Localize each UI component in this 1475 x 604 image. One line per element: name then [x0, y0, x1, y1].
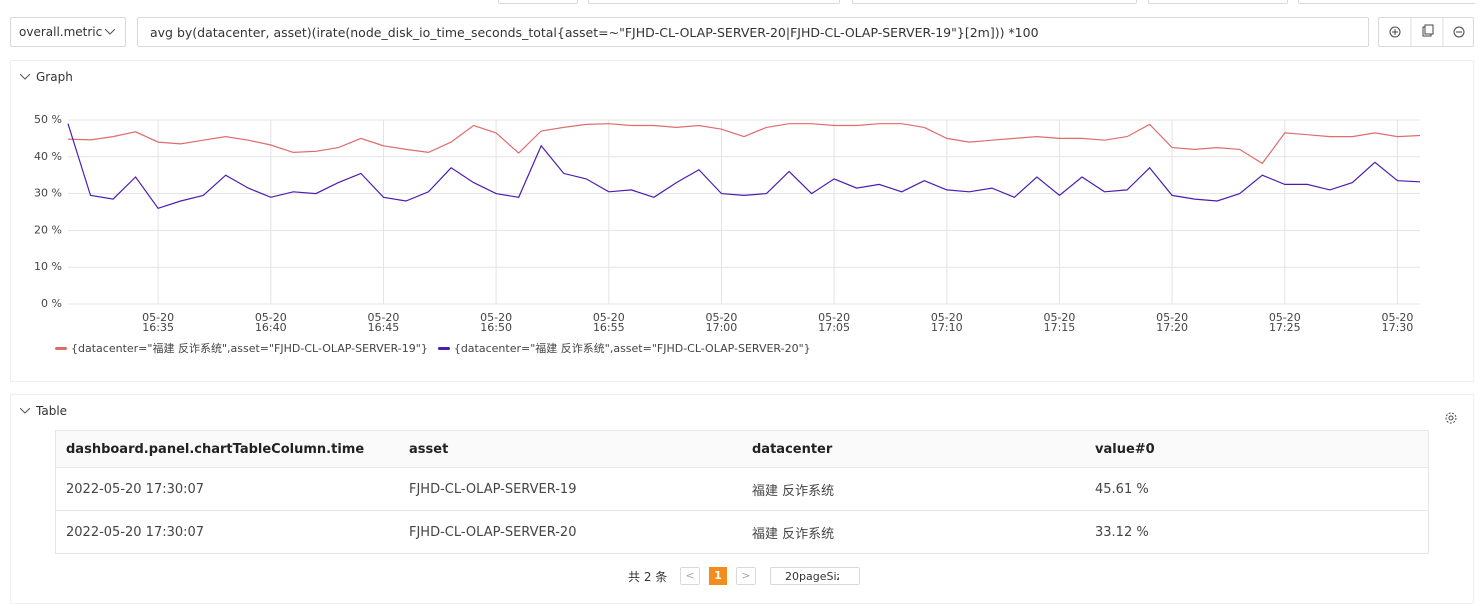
top-control[interactable] [1298, 0, 1475, 4]
page-size-select[interactable]: 20pageSize [770, 567, 860, 585]
cell: 2022-05-20 17:30:07 [55, 467, 399, 511]
legend-label: {datacenter="福建 反诈系统",asset="FJHD-CL-OLA… [453, 342, 811, 355]
row: 2022-05-20 17:30:07 FJHD-CL-OLAP-SERVER-… [55, 467, 1429, 511]
legend-swatch [437, 346, 450, 350]
x-tick-label: 05-20 17:20 [1156, 311, 1189, 334]
page-size-text: 20pageSize [785, 570, 839, 583]
header-cell: asset [399, 430, 742, 468]
panel-title: Graph [36, 70, 73, 84]
cell: 45.61 % [1085, 467, 1429, 511]
legend-label: {datacenter="福建 反诈系统",asset="FJHD-CL-OLA… [71, 342, 428, 355]
legend-item: {datacenter="福建 反诈系统",asset="FJHD-CL-OLA… [437, 340, 811, 356]
data-table: dashboard.panel.chartTableColumn.time as… [55, 430, 1429, 554]
collapse-icon[interactable] [20, 408, 30, 414]
row: 2022-05-20 17:30:07 FJHD-CL-OLAP-SERVER-… [55, 510, 1429, 554]
x-tick-label: 05-20 16:50 [480, 311, 513, 334]
x-tick-label: 05-20 17:25 [1268, 311, 1301, 334]
legend-item: {datacenter="福建 反诈系统",asset="FJHD-CL-OLA… [55, 340, 428, 356]
x-tick-label: 05-20 17:10 [930, 311, 963, 334]
y-tick-label: 30 % [34, 187, 62, 200]
metric-select-text: overall.metric [19, 25, 103, 39]
query-input[interactable]: avg by(datacenter, asset)(irate(node_dis… [137, 17, 1369, 47]
current-page[interactable]: 1 [709, 567, 727, 585]
cell: FJHD-CL-OLAP-SERVER-19 [399, 467, 742, 511]
query-text: avg by(datacenter, asset)(irate(node_dis… [150, 25, 1039, 40]
cell: 福建 反诈系统 [742, 467, 1085, 511]
x-tick-label: 05-20 16:55 [592, 311, 625, 334]
panel-title: Table [36, 404, 68, 418]
x-tick-label: 05-20 17:30 [1381, 311, 1414, 334]
y-tick-label: 20 % [34, 223, 62, 236]
buttons[interactable] [1379, 18, 1473, 46]
cell: FJHD-CL-OLAP-SERVER-20 [399, 510, 742, 554]
legend-swatch [55, 346, 67, 350]
x-tick-label: 05-20 16:35 [142, 311, 175, 334]
chart: 0 % 10 % 20 % 30 % 40 % 50 % [34, 113, 1421, 310]
series-line [67, 123, 1421, 165]
cell: 33.12 % [1085, 510, 1429, 554]
graph-panel [10, 60, 1474, 382]
series-line [67, 123, 1421, 210]
y-tick-label: 40 % [34, 150, 62, 163]
x-tick-label: 05-20 16:40 [254, 311, 287, 334]
chevron [105, 29, 115, 35]
legend: {datacenter="福建 反诈系统",asset="FJHD-CL-OLA… [55, 340, 811, 356]
pagination-total: 共 2 条 [628, 570, 668, 584]
metric-select[interactable]: overall.metric [10, 17, 126, 47]
header-cell: value#0 [1085, 430, 1429, 468]
x-tick-label: 05-20 16:45 [367, 311, 400, 334]
y-tick-label: 0 % [41, 297, 62, 310]
cell: 福建 反诈系统 [742, 510, 1085, 554]
top-control[interactable] [852, 0, 1137, 4]
cell: 2022-05-20 17:30:07 [55, 510, 399, 554]
top-control[interactable] [1148, 0, 1288, 4]
top-control[interactable] [498, 0, 578, 4]
x-tick-label: 05-20 17:05 [818, 311, 851, 334]
y-tick-label: 50 % [34, 113, 62, 126]
next-page[interactable]: > [736, 567, 756, 585]
header-cell: datacenter [742, 430, 1085, 468]
header-row: dashboard.panel.chartTableColumn.time as… [55, 430, 1429, 468]
x-tick-label: 05-20 17:15 [1043, 311, 1076, 334]
settings-icon[interactable] [1444, 411, 1458, 425]
header-cell: dashboard.panel.chartTableColumn.time [55, 430, 399, 468]
x-tick-label: 05-20 17:00 [705, 311, 738, 334]
y-tick-label: 10 % [34, 260, 62, 273]
prev-page[interactable]: < [680, 567, 700, 585]
top-control[interactable] [588, 0, 840, 4]
button-group [1378, 17, 1474, 47]
collapse-icon[interactable] [20, 74, 30, 80]
